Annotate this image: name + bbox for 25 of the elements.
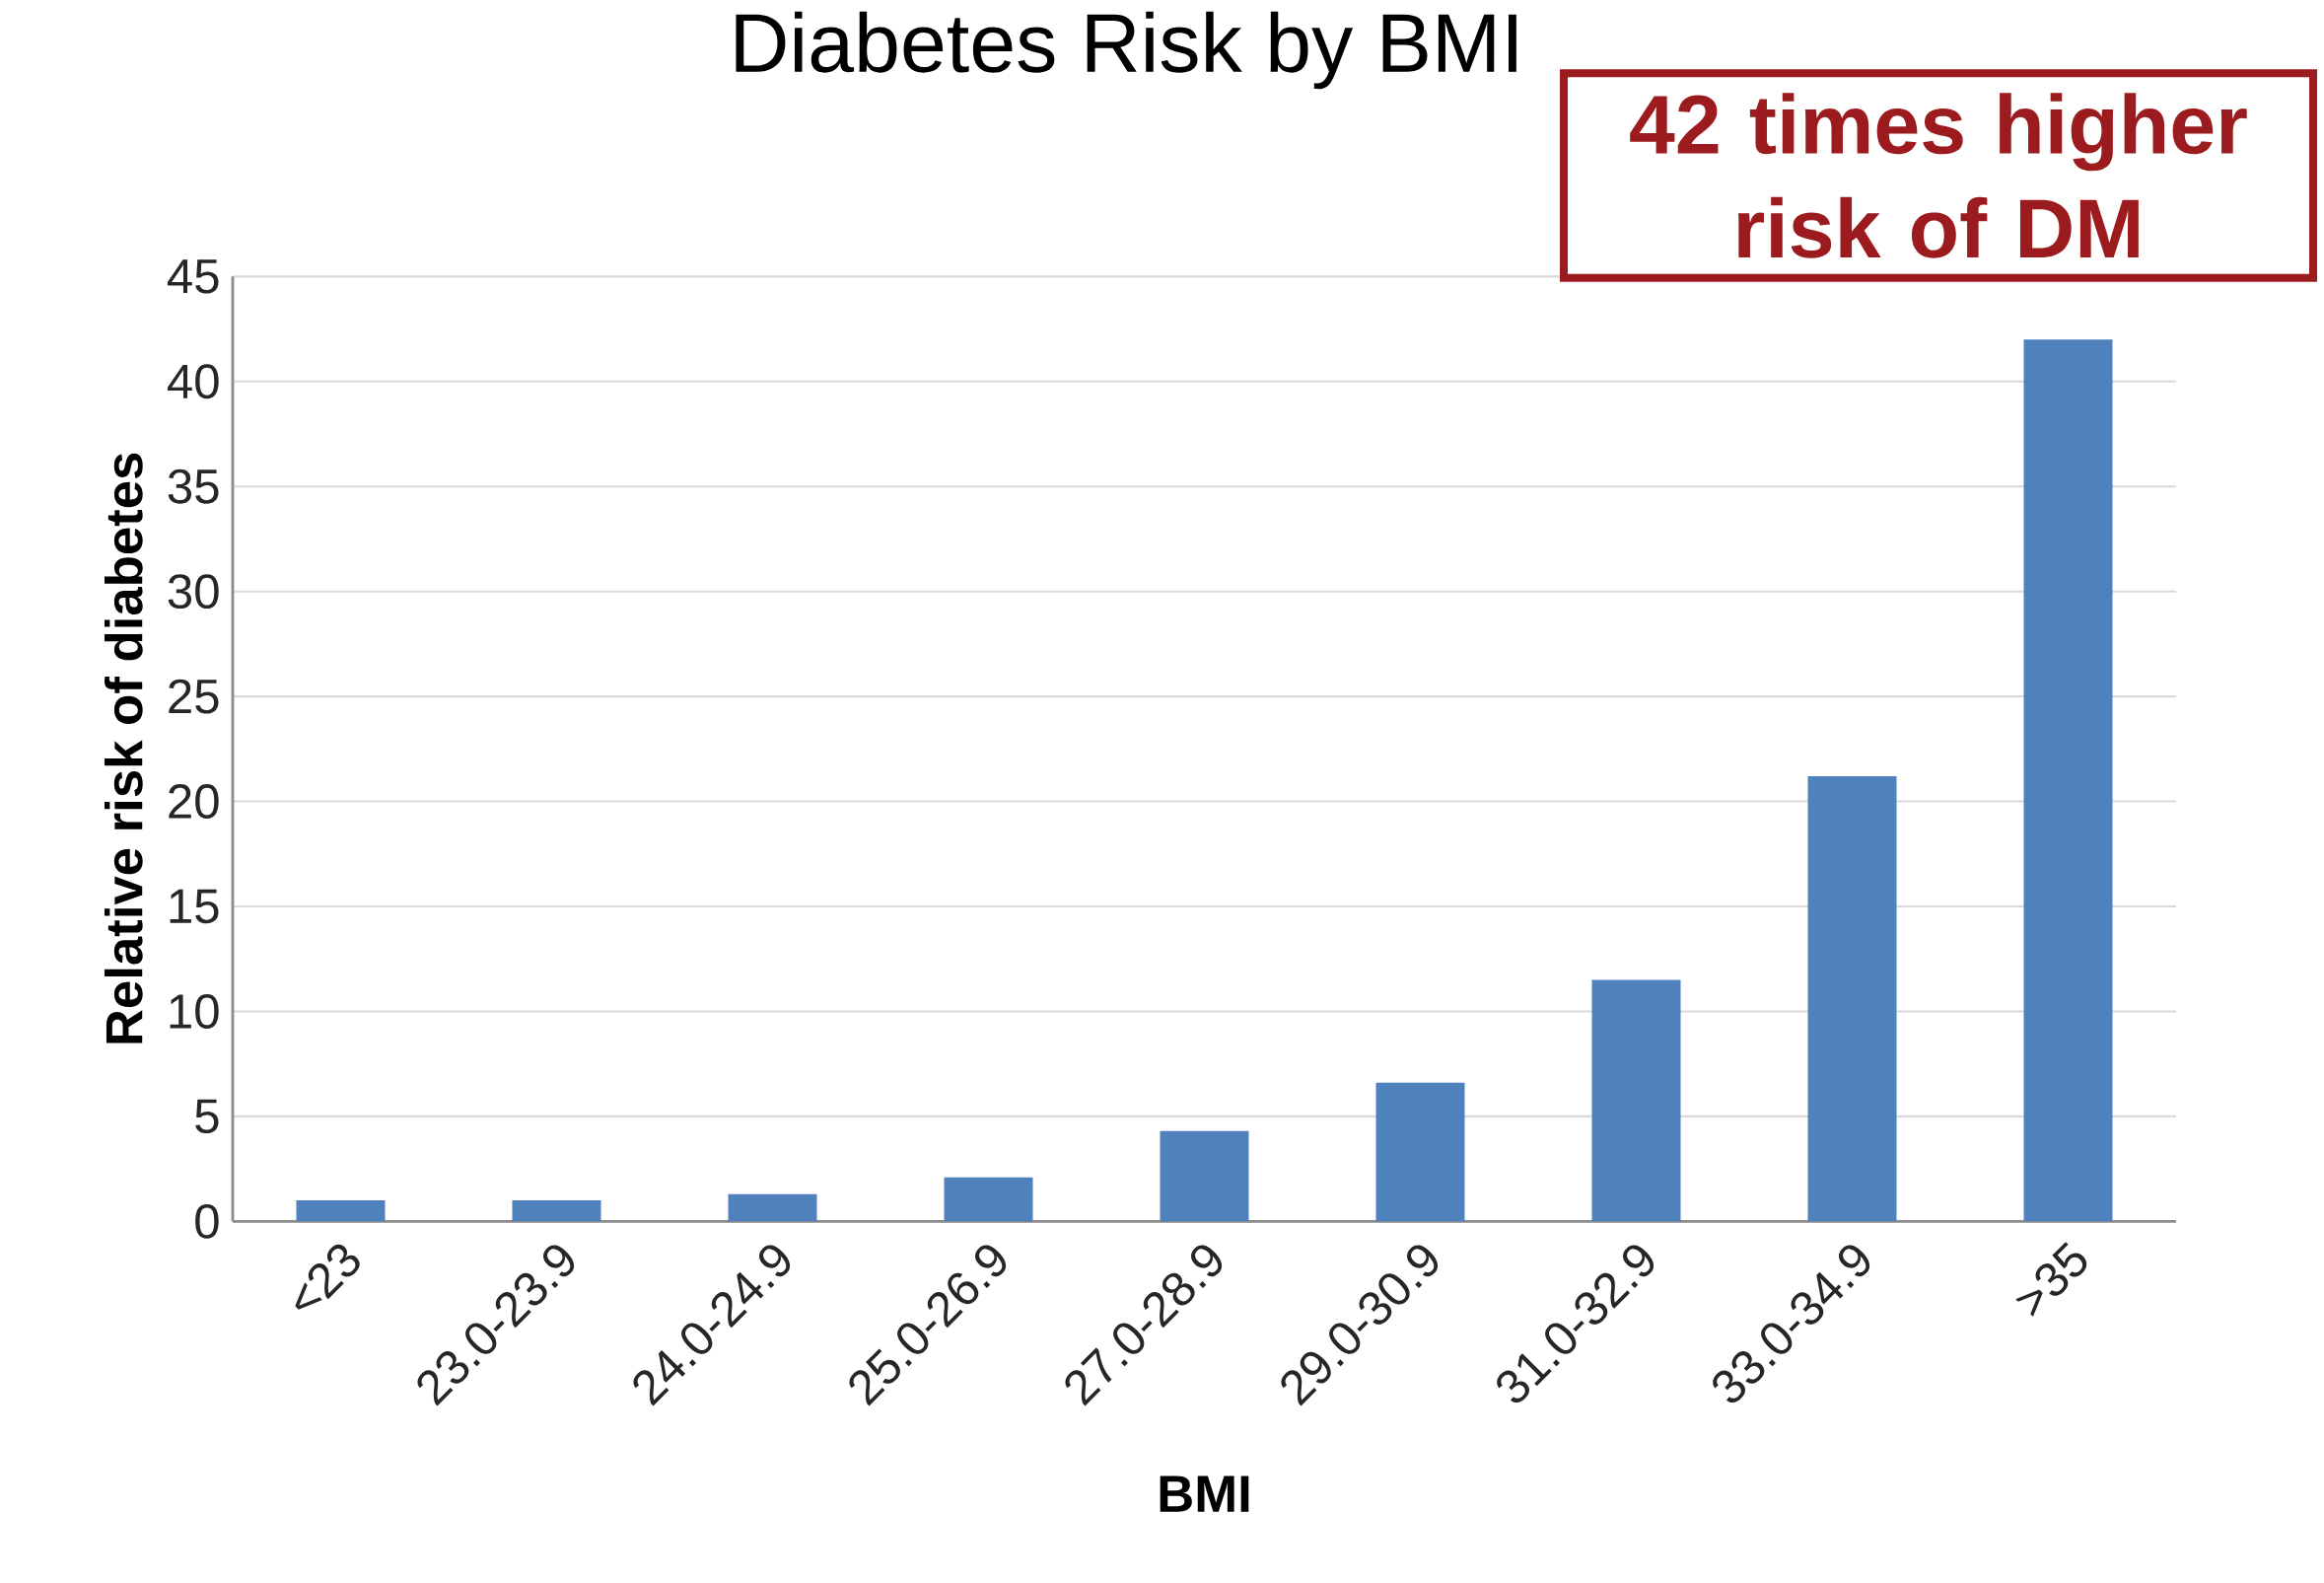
chart-title: Diabetes Risk by BMI (736, 11, 1516, 90)
bar (1160, 1130, 1249, 1222)
y-tick-label: 0 (195, 1203, 219, 1239)
y-tick-label: 15 (170, 889, 219, 924)
bar (296, 1199, 386, 1222)
bar (1807, 775, 1897, 1222)
y-tick-label: 5 (195, 1099, 219, 1133)
y-tick-label: 10 (170, 993, 219, 1029)
y-tick-label: 20 (169, 783, 219, 819)
x-axis-title: BMI (1160, 1475, 1249, 1512)
bar (2023, 339, 2113, 1222)
bar (728, 1193, 817, 1222)
y-tick-label: 45 (167, 259, 219, 294)
bar (1375, 1082, 1465, 1222)
y-tick-label: 40 (167, 364, 219, 399)
y-axis-title: Relative risk of diabetes (105, 453, 143, 1043)
y-tick-label: 25 (169, 679, 219, 714)
bar (1591, 979, 1681, 1222)
bar (944, 1177, 1033, 1222)
bar (512, 1199, 601, 1222)
y-tick-label: 35 (168, 468, 219, 504)
text: 42 times higher risk of DM (1630, 93, 2247, 258)
x-tick-label: >35 (2015, 1241, 2087, 1317)
x-tick-label: <23 (295, 1244, 360, 1310)
y-tick-label: 30 (168, 574, 219, 609)
